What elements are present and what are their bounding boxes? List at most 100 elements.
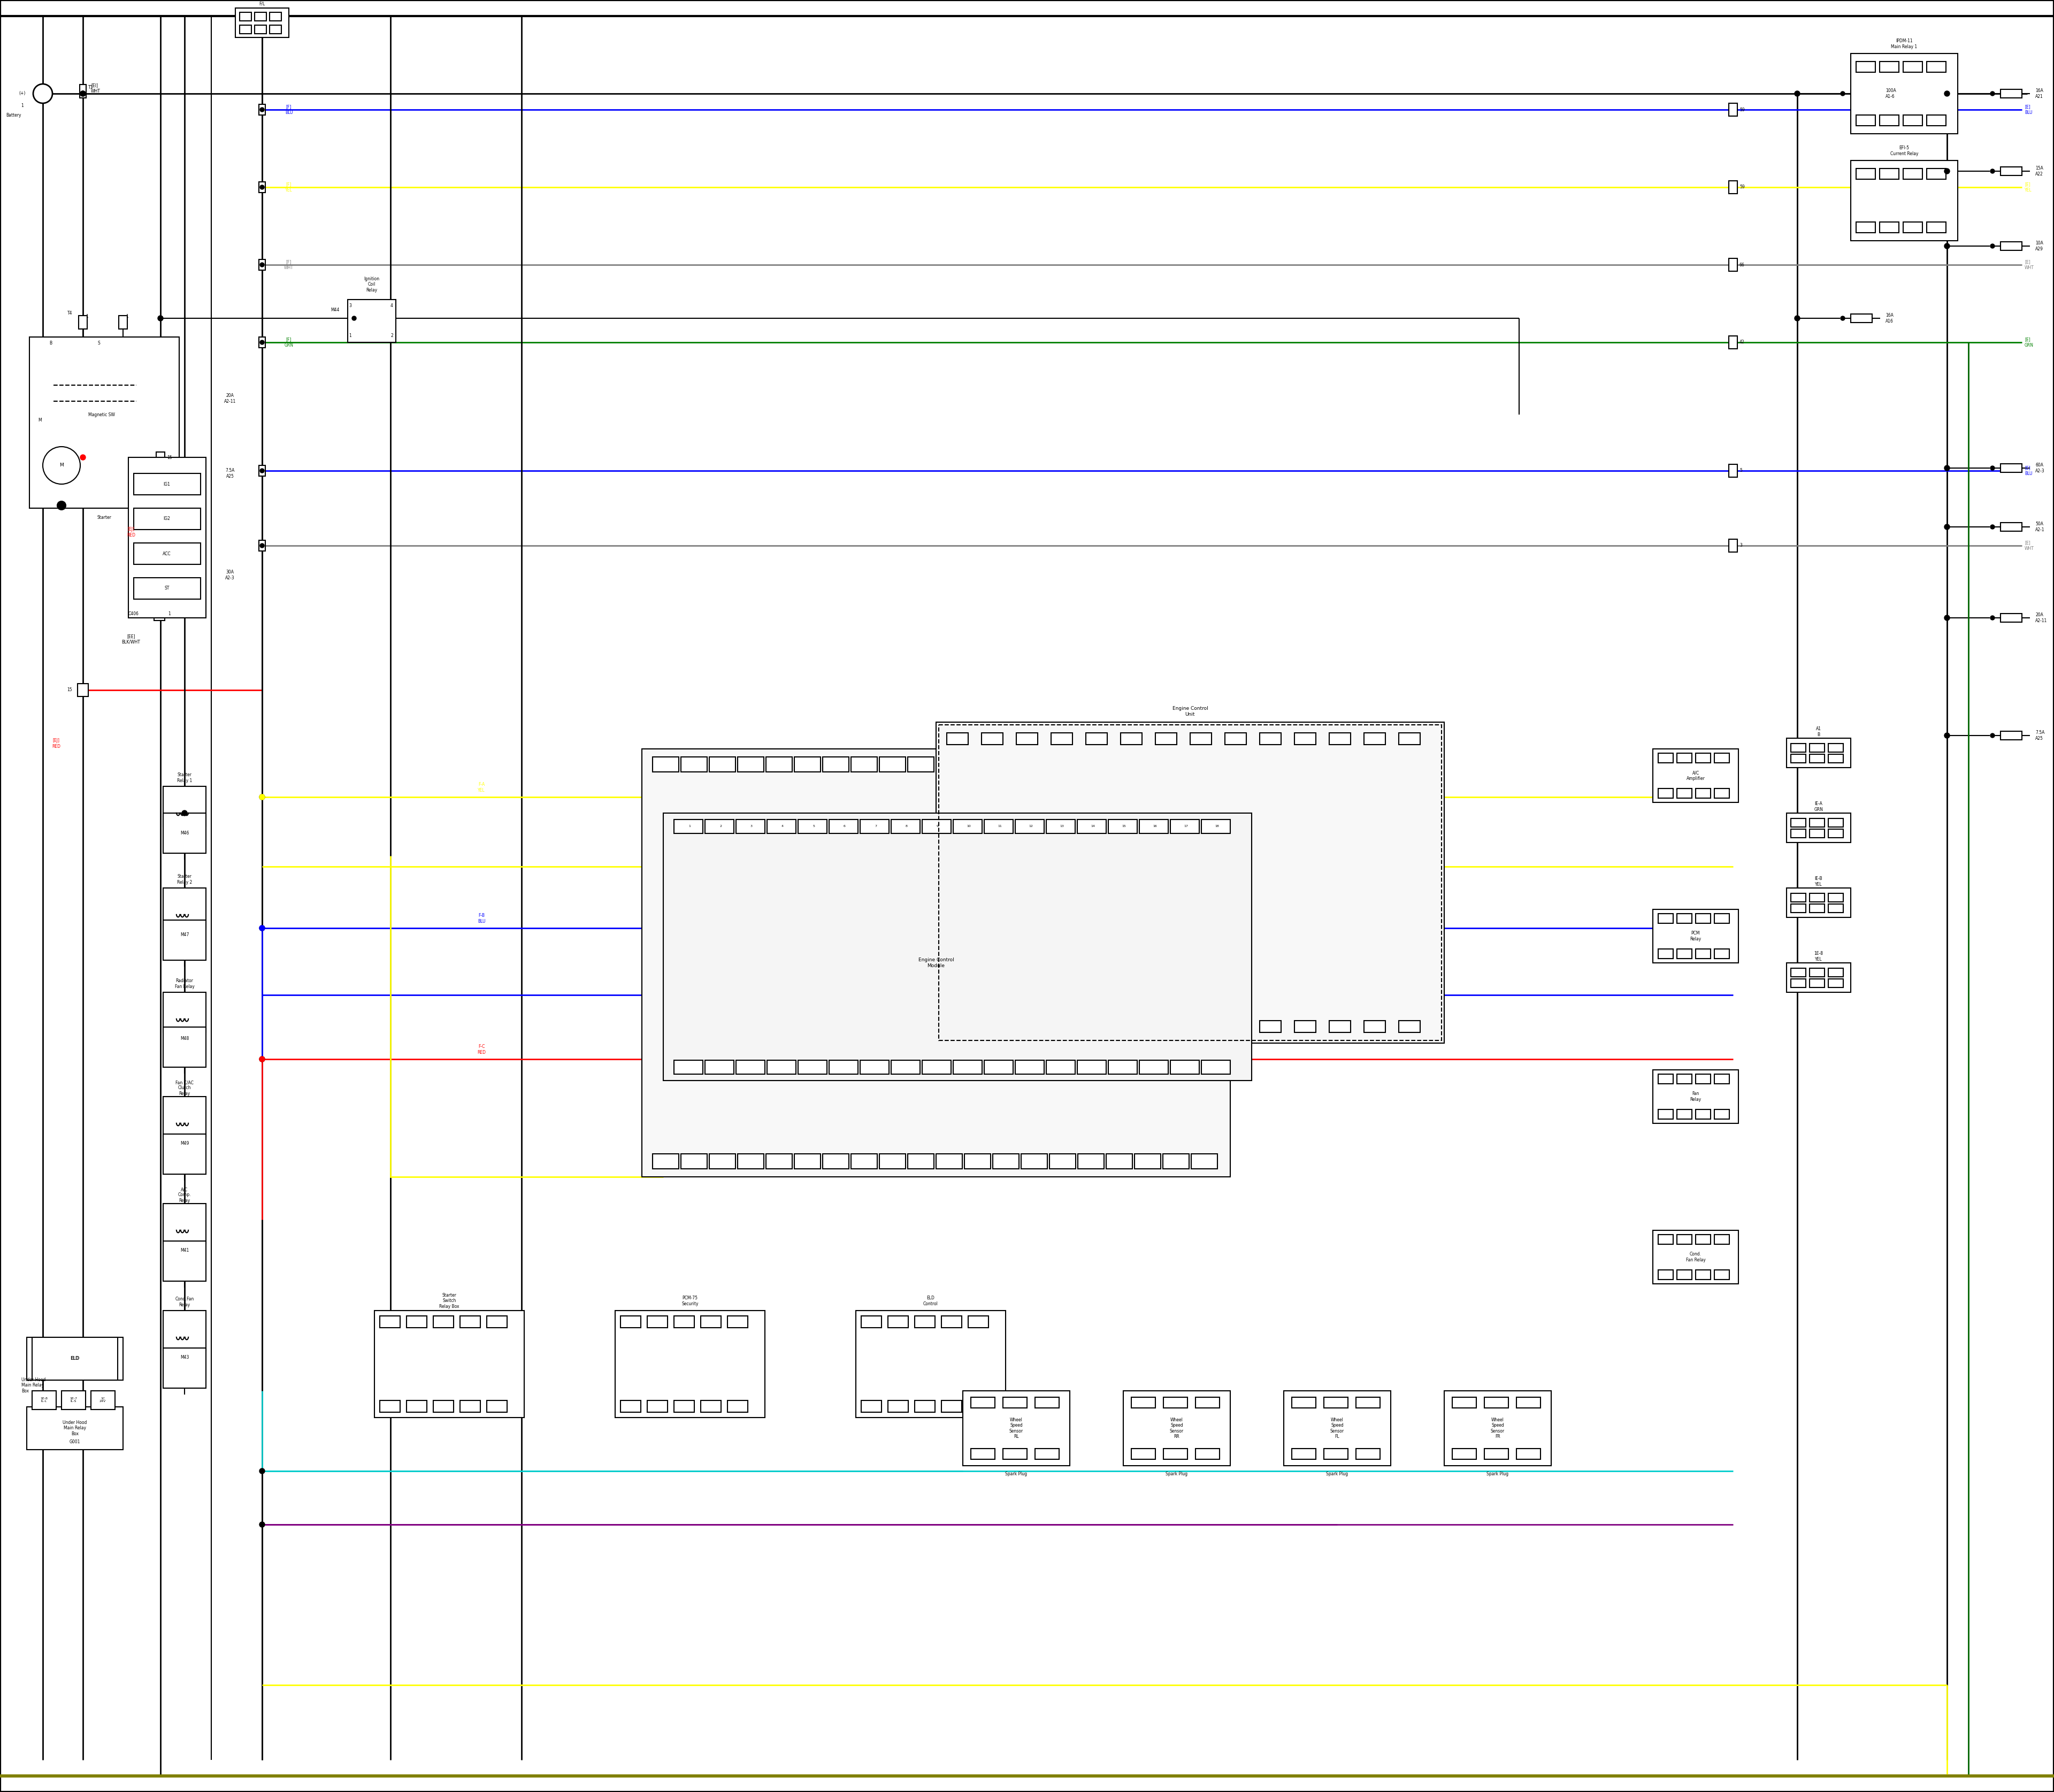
Text: Radiator
Fan Relay: Radiator Fan Relay xyxy=(175,978,195,989)
Bar xyxy=(374,1310,524,1417)
Bar xyxy=(259,539,265,550)
Bar xyxy=(850,1154,877,1168)
Bar xyxy=(162,889,205,928)
Bar xyxy=(861,1061,889,1073)
Bar xyxy=(1697,1109,1711,1118)
Bar xyxy=(1121,733,1142,745)
Bar xyxy=(647,1315,668,1328)
Bar xyxy=(1325,1448,1347,1459)
Bar xyxy=(1189,733,1212,745)
Bar xyxy=(27,1337,123,1380)
Bar xyxy=(1658,1109,1674,1118)
Bar xyxy=(259,260,265,271)
Bar xyxy=(1715,950,1729,959)
Text: 50A
A2-1: 50A A2-1 xyxy=(2036,521,2044,532)
Bar xyxy=(1076,1061,1107,1073)
Bar xyxy=(259,466,265,477)
Bar xyxy=(1163,1448,1187,1459)
Bar xyxy=(2001,464,2021,473)
Bar xyxy=(1787,962,1851,993)
Bar xyxy=(162,814,205,853)
Text: Cond.
Fan Relay: Cond. Fan Relay xyxy=(1686,1253,1705,1262)
Bar xyxy=(154,607,164,620)
Bar xyxy=(1653,909,1738,962)
Circle shape xyxy=(1990,525,1994,529)
Bar xyxy=(407,1400,427,1412)
Bar xyxy=(663,814,1251,1081)
Bar xyxy=(347,299,396,342)
Bar xyxy=(134,577,201,599)
Circle shape xyxy=(261,468,265,473)
Bar xyxy=(1810,744,1824,753)
Bar xyxy=(29,337,179,509)
Circle shape xyxy=(259,925,265,930)
Bar xyxy=(1292,1398,1317,1409)
Text: Spark Plug: Spark Plug xyxy=(1167,1471,1187,1477)
Bar xyxy=(1828,754,1842,763)
Bar xyxy=(1087,1021,1107,1032)
Bar xyxy=(861,1315,881,1328)
Bar xyxy=(1715,753,1729,763)
Text: IG2: IG2 xyxy=(164,516,170,521)
Circle shape xyxy=(259,794,265,799)
Bar xyxy=(972,1448,994,1459)
Bar xyxy=(614,1310,764,1417)
Bar xyxy=(620,1315,641,1328)
Bar xyxy=(1021,756,1048,772)
Text: Starter: Starter xyxy=(97,516,111,520)
Bar xyxy=(1828,819,1842,826)
Bar xyxy=(1879,168,1898,179)
Bar xyxy=(90,1391,115,1410)
Bar xyxy=(1134,756,1161,772)
Bar xyxy=(1356,1398,1380,1409)
Bar xyxy=(705,819,733,833)
Bar xyxy=(1107,756,1132,772)
Bar xyxy=(1015,819,1043,833)
Bar xyxy=(984,819,1013,833)
Text: 7: 7 xyxy=(875,824,877,828)
Bar xyxy=(240,13,251,22)
Bar xyxy=(1140,1061,1169,1073)
Bar xyxy=(1078,1154,1105,1168)
Text: F-A
YEL: F-A YEL xyxy=(479,783,485,792)
Text: 1: 1 xyxy=(168,611,170,616)
Bar xyxy=(857,1310,1006,1417)
Bar xyxy=(1857,222,1875,233)
Text: 59: 59 xyxy=(1740,185,1744,190)
Bar xyxy=(641,749,1230,1177)
Bar xyxy=(1052,733,1072,745)
Bar xyxy=(259,337,265,348)
Bar xyxy=(830,819,859,833)
Bar xyxy=(1828,744,1842,753)
Bar xyxy=(965,756,990,772)
Bar xyxy=(1259,733,1282,745)
Bar xyxy=(433,1400,454,1412)
Bar xyxy=(1224,733,1247,745)
Bar xyxy=(156,452,164,466)
Bar xyxy=(1050,756,1076,772)
Circle shape xyxy=(1795,315,1799,321)
Bar xyxy=(982,733,1002,745)
Bar xyxy=(134,509,201,530)
Bar xyxy=(1658,788,1674,797)
Bar xyxy=(1810,754,1824,763)
Text: [E]
YEL: [E] YEL xyxy=(2025,183,2031,192)
Bar xyxy=(795,756,820,772)
Text: F-B
BLU: F-B BLU xyxy=(477,914,485,923)
Bar xyxy=(1107,1154,1132,1168)
Circle shape xyxy=(1945,244,1949,249)
Bar xyxy=(1676,1109,1692,1118)
Text: Spark Plug: Spark Plug xyxy=(1487,1471,1510,1477)
Bar xyxy=(1697,1235,1711,1244)
Bar xyxy=(709,756,735,772)
Bar xyxy=(119,315,127,330)
Bar xyxy=(1002,1398,1027,1409)
Bar xyxy=(1697,914,1711,923)
Text: Under Hood
Main Relay
Box: Under Hood Main Relay Box xyxy=(64,1421,86,1435)
Text: 1E-8
YEL: 1E-8 YEL xyxy=(1814,952,1824,962)
Text: A1
B: A1 B xyxy=(1816,726,1822,737)
Bar xyxy=(1121,1021,1142,1032)
Circle shape xyxy=(261,340,265,344)
Bar xyxy=(1658,950,1674,959)
Bar xyxy=(1879,61,1898,72)
